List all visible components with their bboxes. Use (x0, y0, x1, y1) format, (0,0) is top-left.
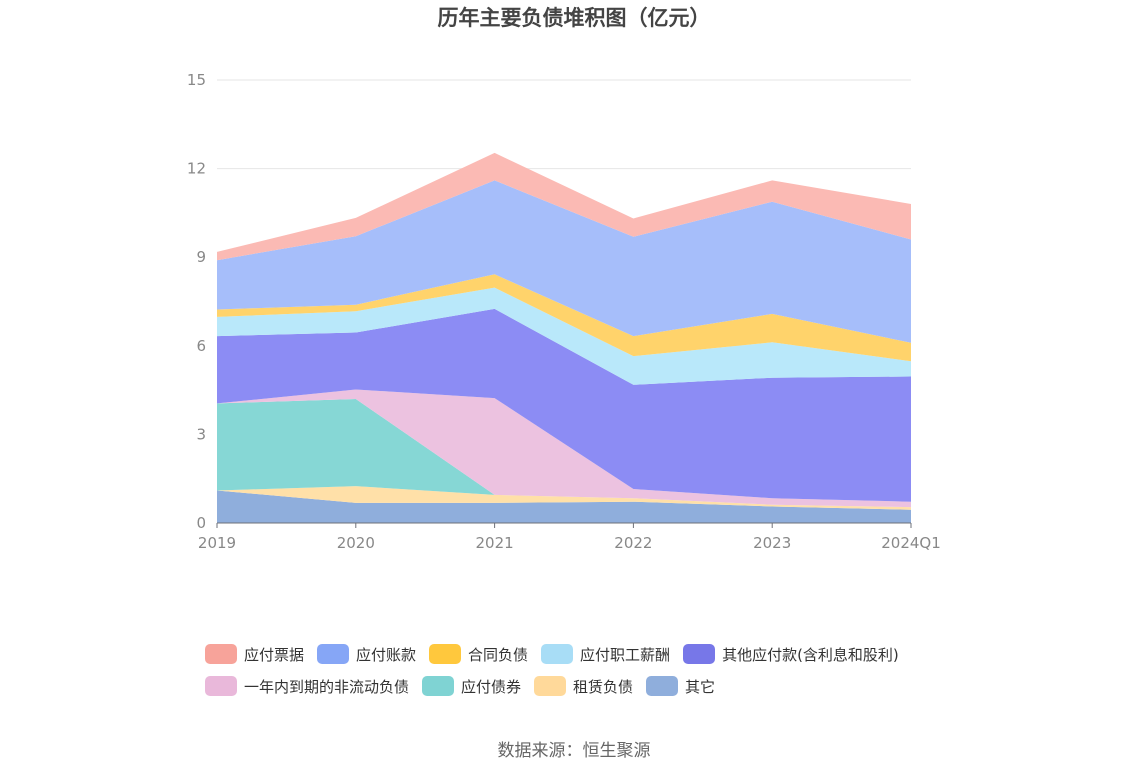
x-tick-label: 2024Q1 (881, 534, 941, 552)
legend-swatch (683, 644, 716, 664)
area-series-6 (217, 274, 911, 362)
legend-label: 合同负债 (468, 645, 529, 664)
legend-swatch (422, 676, 455, 696)
legend-item[interactable]: 应付票据 (205, 644, 304, 665)
legend-item[interactable]: 一年内到期的非流动负债 (205, 676, 409, 697)
legend-swatch (646, 676, 679, 696)
legend-label: 应付职工薪酬 (580, 645, 671, 664)
legend-label: 应付票据 (244, 645, 305, 664)
chart-title: 历年主要负债堆积图（亿元） (437, 6, 711, 30)
area-series-4 (217, 308, 911, 502)
area-series-3 (217, 389, 911, 508)
area-series-5 (217, 287, 911, 385)
y-tick-label: 3 (196, 425, 206, 443)
legend-row-2: 一年内到期的非流动负债 应付债券 租赁负债 其它 (205, 670, 965, 702)
area-series-7 (217, 180, 911, 343)
y-tick-label: 0 (196, 514, 206, 532)
legend-swatch (317, 644, 350, 664)
x-tick-label: 2021 (476, 534, 514, 552)
legend: 应付票据 应付账款 合同负债 应付职工薪酬 其他应付款(含利息和股利) 一年内到期的非流… (205, 638, 965, 702)
axes: 0 3 6 9 12 15 2019 2020 2021 2022 2023 2024Q1 (187, 71, 941, 552)
legend-item[interactable]: 应付账款 (317, 644, 416, 665)
legend-label: 应付债券 (461, 677, 522, 696)
area-series-0 (217, 490, 911, 523)
legend-label: 租赁负债 (573, 677, 634, 696)
y-tick-label: 9 (196, 248, 206, 266)
legend-swatch (541, 644, 574, 664)
legend-item[interactable]: 合同负债 (429, 644, 528, 665)
area-series (217, 152, 911, 523)
legend-label: 其他应付款(含利息和股利) (722, 645, 899, 664)
legend-item[interactable]: 其它 (646, 676, 715, 697)
legend-label: 一年内到期的非流动负债 (244, 677, 410, 696)
legend-row-1: 应付票据 应付账款 合同负债 应付职工薪酬 其他应付款(含利息和股利) (205, 638, 965, 670)
area-series-1 (217, 486, 911, 510)
legend-swatch (429, 644, 462, 664)
y-tick-label: 15 (187, 71, 206, 89)
legend-item[interactable]: 其他应付款(含利息和股利) (683, 644, 899, 665)
x-tick-label: 2020 (337, 534, 375, 552)
legend-label: 应付账款 (356, 645, 417, 664)
x-tick-label: 2022 (614, 534, 652, 552)
data-source: 数据来源：恒生聚源 (497, 741, 651, 761)
y-tick-label: 12 (187, 160, 206, 178)
x-tick-label: 2019 (198, 534, 236, 552)
area-series-8 (217, 152, 911, 261)
area-series-2 (217, 399, 911, 508)
legend-label: 其它 (685, 677, 716, 696)
legend-swatch (205, 676, 237, 696)
legend-swatch (205, 644, 237, 664)
legend-item[interactable]: 应付债券 (422, 676, 521, 697)
legend-swatch (534, 676, 567, 696)
y-tick-label: 6 (196, 337, 206, 355)
legend-item[interactable]: 租赁负债 (534, 676, 633, 697)
legend-item[interactable]: 应付职工薪酬 (541, 644, 670, 665)
x-tick-label: 2023 (753, 534, 791, 552)
